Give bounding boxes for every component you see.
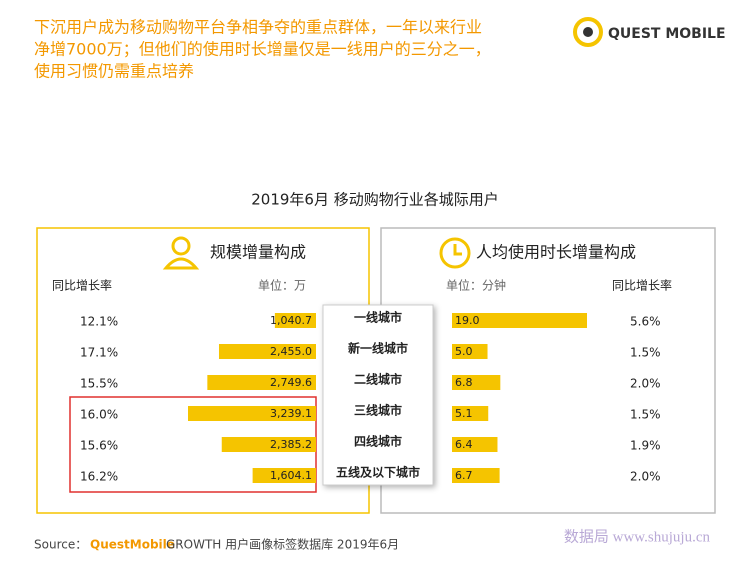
growth-title: 同比增长率 xyxy=(52,278,112,293)
bar xyxy=(452,468,500,483)
value-label: 5.0 xyxy=(455,345,473,358)
value-label: 1,604.1 xyxy=(270,469,312,482)
bar xyxy=(452,313,587,328)
growth-label: 1.5% xyxy=(630,408,661,422)
bar xyxy=(221,437,316,452)
value-label: 5.1 xyxy=(455,407,473,420)
bar xyxy=(188,406,316,421)
bar xyxy=(452,406,489,421)
growth-label: 15.5% xyxy=(80,377,118,391)
value-label: 2,749.6 xyxy=(270,376,312,389)
source-label: Source： xyxy=(34,538,87,552)
value-label: 1,040.7 xyxy=(270,314,312,327)
watermark: 数据局 www.shujuju.cn xyxy=(564,528,711,545)
logo-text: QUEST MOBILE xyxy=(608,26,726,42)
source-brand: QuestMobile xyxy=(90,538,175,552)
category-label: 二线城市 xyxy=(354,372,402,387)
growth-title: 同比增长率 xyxy=(612,278,672,293)
source-text: GROWTH 用户画像标签数据库 2019年6月 xyxy=(166,537,399,552)
growth-label: 5.6% xyxy=(630,315,661,329)
category-label: 三线城市 xyxy=(354,403,402,418)
rows: 一线城市 1,040.7 12.1% 19.0 5.6% 新一线城市 2,455.0 17.1… xyxy=(80,310,661,484)
headline: 净增7000万；但他们的使用时长增量仅是一线用户的三分之一， xyxy=(34,40,491,59)
logo-icon xyxy=(573,17,603,47)
unit-label: 单位：万 xyxy=(258,278,306,293)
value-label: 6.4 xyxy=(455,438,473,451)
category-label: 一线城市 xyxy=(354,310,402,325)
growth-label: 17.1% xyxy=(80,346,118,360)
person-icon xyxy=(162,236,200,270)
value-label: 3,239.1 xyxy=(270,407,312,420)
growth-label: 16.0% xyxy=(80,408,118,422)
headline: 使用习惯仍需重点培养 xyxy=(34,62,194,81)
category-box xyxy=(322,304,434,486)
unit-label: 单位：分钟 xyxy=(446,278,506,293)
growth-label: 1.5% xyxy=(630,346,661,360)
panel-title: 规模增量构成 xyxy=(210,243,306,262)
growth-label: 2.0% xyxy=(630,377,661,391)
value-label: 2,385.2 xyxy=(270,438,312,451)
bar xyxy=(218,344,316,359)
category-label: 五线及以下城市 xyxy=(336,465,420,480)
growth-label: 2.0% xyxy=(630,470,661,484)
growth-label: 1.9% xyxy=(630,439,661,453)
growth-label: 15.6% xyxy=(80,439,118,453)
bar xyxy=(452,437,498,452)
value-label: 19.0 xyxy=(455,314,480,327)
value-label: 6.8 xyxy=(455,376,473,389)
growth-label: 16.2% xyxy=(80,470,118,484)
bar xyxy=(252,468,316,483)
value-label: 6.7 xyxy=(455,469,473,482)
panel-title: 人均使用时长增量构成 xyxy=(476,243,636,262)
chart-title: 2019年6月 移动购物行业各城际用户 xyxy=(251,191,499,209)
bar xyxy=(452,344,488,359)
bar xyxy=(274,313,316,328)
headline: 下沉用户成为移动购物平台争相争夺的重点群体，一年以来行业 xyxy=(34,18,482,37)
value-label: 2,455.0 xyxy=(270,345,312,358)
growth-label: 12.1% xyxy=(80,315,118,329)
category-label: 四线城市 xyxy=(354,434,402,449)
category-label: 新一线城市 xyxy=(348,341,408,356)
clock-icon xyxy=(439,237,471,269)
bar xyxy=(207,375,316,390)
bar xyxy=(452,375,501,390)
